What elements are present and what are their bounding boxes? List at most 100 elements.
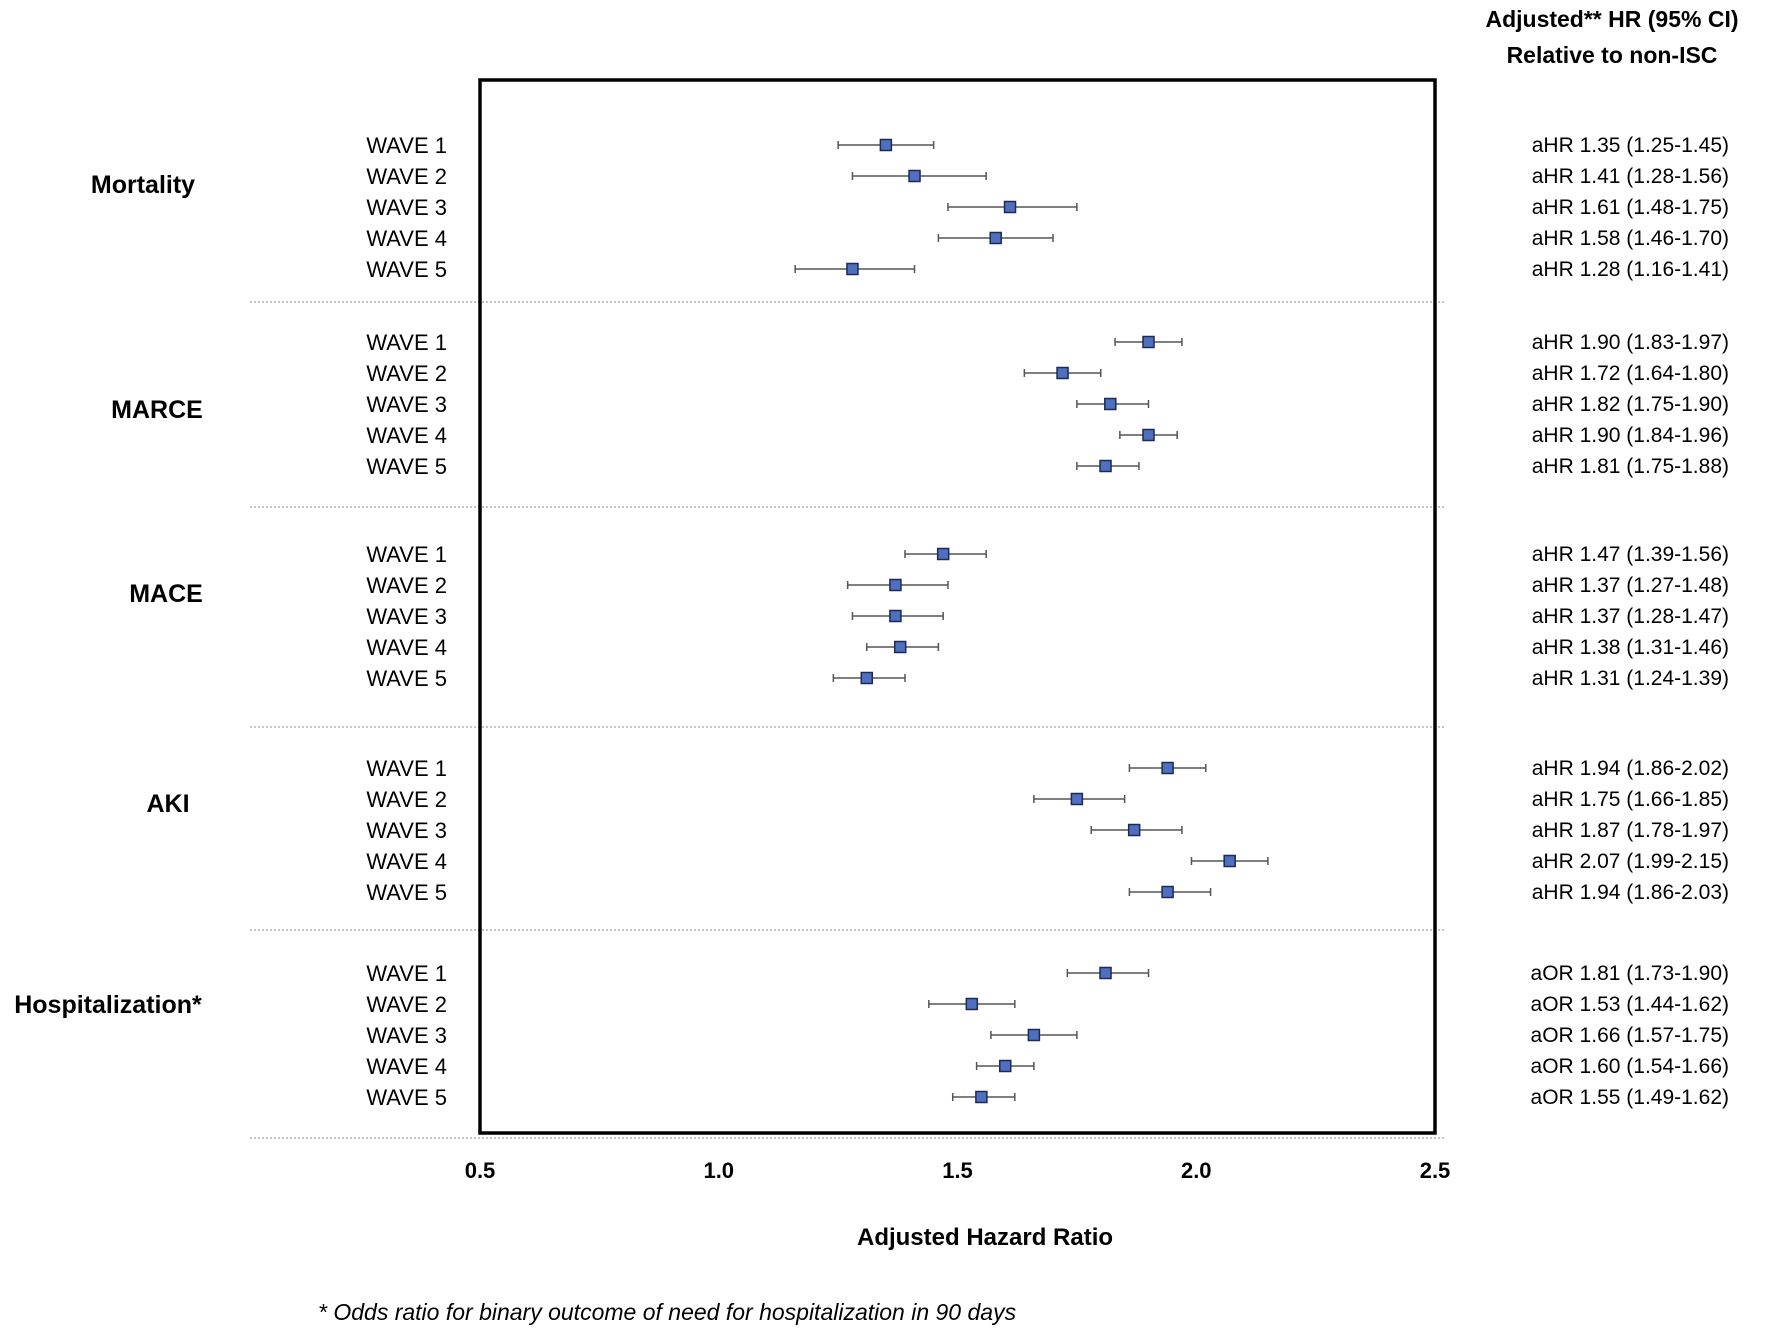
row-label: WAVE 1: [366, 133, 447, 158]
row-label: WAVE 3: [366, 1023, 447, 1048]
ci-value-label: aHR 1.41 (1.28-1.56): [1532, 165, 1729, 188]
point-estimate-marker: [936, 547, 950, 561]
ci-value-label: aHR 1.28 (1.16-1.41): [1532, 258, 1729, 281]
ci-value-label: aHR 1.31 (1.24-1.39): [1532, 667, 1729, 690]
group-separators: [250, 301, 1445, 1139]
ci-value-label: aHR 1.37 (1.28-1.47): [1532, 605, 1729, 628]
ci-value-label: aOR 1.66 (1.57-1.75): [1531, 1024, 1729, 1047]
point-estimate-marker: [1161, 761, 1174, 775]
ci-header-line-1: Adjusted** HR (95% CI): [1485, 6, 1738, 32]
x-axis-ticks: 0.5 1.0 1.5 2.0 2.5: [465, 1158, 1451, 1183]
row-label: WAVE 3: [366, 392, 447, 417]
row-label: WAVE 4: [366, 226, 447, 251]
table-row: WAVE 4 aHR 2.07 (1.99-2.15): [366, 849, 1729, 874]
point-estimate-marker: [999, 1059, 1012, 1073]
row-label: WAVE 2: [366, 787, 447, 812]
forest-rows: WAVE 1 aHR 1.35 (1.25-1.45) WAVE 2 aHR 1.41…: [366, 133, 1729, 1110]
ci-value-label: aHR 1.47 (1.39-1.56): [1532, 543, 1729, 566]
point-estimate-marker: [879, 138, 893, 152]
point-estimate-marker: [889, 578, 902, 592]
row-label: WAVE 3: [366, 818, 447, 843]
table-row: WAVE 3 aHR 1.82 (1.75-1.90): [366, 392, 1729, 417]
table-row: WAVE 1 aHR 1.35 (1.25-1.45): [366, 133, 1729, 158]
table-row: WAVE 5 aHR 1.94 (1.86-2.03): [366, 880, 1729, 905]
point-estimate-marker: [860, 671, 874, 685]
row-label: WAVE 1: [366, 330, 447, 355]
ci-value-label: aHR 1.94 (1.86-2.02): [1532, 757, 1729, 780]
table-row: WAVE 3 aHR 1.37 (1.28-1.47): [366, 604, 1729, 629]
x-tick-label: 2.5: [1420, 1158, 1451, 1183]
row-label: WAVE 4: [366, 849, 447, 874]
table-row: WAVE 4 aHR 1.58 (1.46-1.70): [366, 226, 1729, 251]
ci-value-label: aHR 1.87 (1.78-1.97): [1532, 819, 1729, 842]
row-label: WAVE 5: [366, 454, 447, 479]
table-row: WAVE 4 aOR 1.60 (1.54-1.66): [366, 1054, 1729, 1079]
table-row: WAVE 2 aHR 1.75 (1.66-1.85): [366, 787, 1729, 812]
row-label: WAVE 5: [366, 257, 447, 282]
table-row: WAVE 2 aHR 1.37 (1.27-1.48): [366, 573, 1729, 598]
row-label: WAVE 2: [366, 992, 447, 1017]
group-label: MACE: [129, 580, 203, 608]
table-row: WAVE 3 aHR 1.87 (1.78-1.97): [366, 818, 1729, 843]
ci-value-label: aHR 2.07 (1.99-2.15): [1532, 850, 1729, 873]
table-row: WAVE 4 aHR 1.90 (1.84-1.96): [366, 423, 1729, 448]
ci-value-label: aHR 1.58 (1.46-1.70): [1532, 227, 1729, 250]
point-estimate-marker: [1142, 428, 1155, 442]
point-estimate-marker: [889, 609, 902, 623]
table-row: WAVE 4 aHR 1.38 (1.31-1.46): [366, 635, 1729, 660]
table-row: WAVE 5 aHR 1.31 (1.24-1.39): [366, 666, 1729, 691]
table-row: WAVE 1 aOR 1.81 (1.73-1.90): [366, 961, 1729, 986]
ci-value-label: aOR 1.81 (1.73-1.90): [1531, 962, 1729, 985]
ci-value-label: aHR 1.35 (1.25-1.45): [1532, 134, 1729, 157]
table-row: WAVE 1 aHR 1.90 (1.83-1.97): [366, 330, 1729, 355]
ci-value-label: aHR 1.81 (1.75-1.88): [1532, 455, 1729, 478]
ci-value-label: aHR 1.82 (1.75-1.90): [1532, 393, 1729, 416]
point-estimate-marker: [846, 262, 859, 276]
point-estimate-marker: [1056, 366, 1069, 380]
ci-value-label: aHR 1.90 (1.83-1.97): [1532, 331, 1729, 354]
point-estimate-marker: [989, 231, 1002, 245]
row-label: WAVE 2: [366, 164, 447, 189]
table-row: WAVE 5 aHR 1.81 (1.75-1.88): [366, 454, 1729, 479]
ci-value-label: aHR 1.72 (1.64-1.80): [1532, 362, 1729, 385]
ci-value-label: aHR 1.61 (1.48-1.75): [1532, 196, 1729, 219]
row-label: WAVE 3: [366, 195, 447, 220]
ci-value-label: aOR 1.55 (1.49-1.62): [1531, 1086, 1729, 1109]
point-estimate-marker: [965, 997, 979, 1011]
row-label: WAVE 4: [366, 635, 447, 660]
ci-header-line-2: Relative to non-ISC: [1507, 42, 1718, 68]
group-label: AKI: [146, 790, 189, 818]
row-label: WAVE 5: [366, 666, 447, 691]
row-label: WAVE 1: [366, 756, 447, 781]
point-estimate-marker: [1223, 854, 1236, 868]
table-row: WAVE 1 aHR 1.47 (1.39-1.56): [366, 542, 1729, 567]
row-label: WAVE 1: [366, 961, 447, 986]
x-tick-label: 1.5: [942, 1158, 973, 1183]
plot-frame: [478, 78, 1437, 1135]
row-label: WAVE 5: [366, 1085, 447, 1110]
ci-value-label: aHR 1.37 (1.27-1.48): [1532, 574, 1729, 597]
ci-value-label: aHR 1.38 (1.31-1.46): [1532, 636, 1729, 659]
ci-value-label: aOR 1.53 (1.44-1.62): [1531, 993, 1729, 1016]
row-label: WAVE 3: [366, 604, 447, 629]
table-row: WAVE 5 aOR 1.55 (1.49-1.62): [366, 1085, 1729, 1110]
x-tick-label: 2.0: [1181, 1158, 1212, 1183]
point-estimate-marker: [1142, 335, 1155, 349]
ci-value-label: aHR 1.90 (1.84-1.96): [1532, 424, 1729, 447]
point-estimate-marker: [1127, 823, 1141, 837]
table-row: WAVE 1 aHR 1.94 (1.86-2.02): [366, 756, 1729, 781]
group-label: MARCE: [111, 396, 203, 424]
point-estimate-marker: [1070, 792, 1084, 806]
point-estimate-marker: [893, 640, 907, 654]
table-row: WAVE 2 aHR 1.72 (1.64-1.80): [366, 361, 1729, 386]
ci-value-label: aOR 1.60 (1.54-1.66): [1531, 1055, 1729, 1078]
point-estimate-marker: [1161, 885, 1174, 899]
ci-value-label: aHR 1.75 (1.66-1.85): [1532, 788, 1729, 811]
x-tick-label: 1.0: [703, 1158, 734, 1183]
ci-value-label: aHR 1.94 (1.86-2.03): [1532, 881, 1729, 904]
row-label: WAVE 2: [366, 361, 447, 386]
group-label: Mortality: [91, 171, 195, 199]
row-label: WAVE 4: [366, 1054, 447, 1079]
point-estimate-marker: [1104, 397, 1117, 411]
